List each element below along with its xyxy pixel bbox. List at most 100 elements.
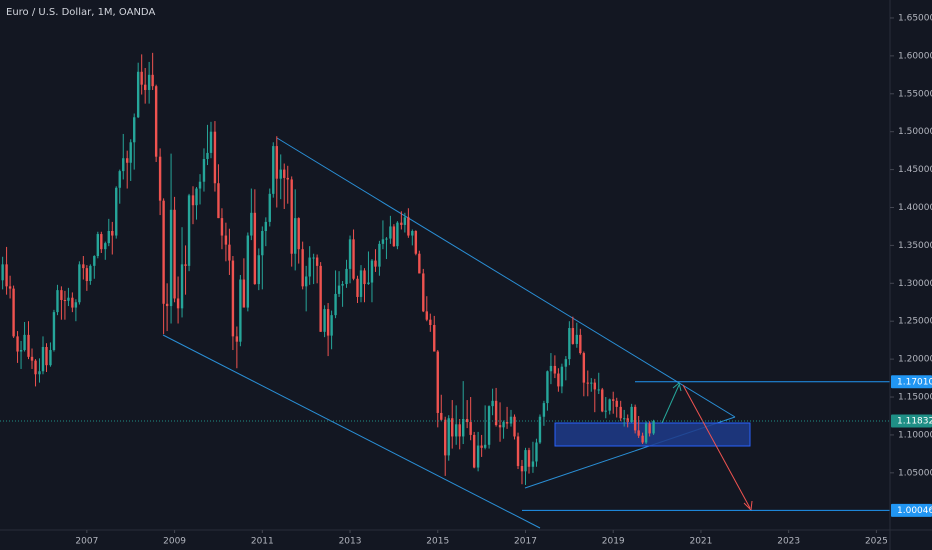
price-label-box xyxy=(891,414,932,428)
y-tick-label: 1.15000 xyxy=(898,393,932,403)
candle-body xyxy=(520,466,524,472)
candle-body xyxy=(476,445,480,468)
candle-body xyxy=(487,406,491,445)
candle-body xyxy=(308,257,311,277)
candle-body xyxy=(122,158,125,172)
candle-body xyxy=(458,424,461,437)
y-tick-label: 1.10000 xyxy=(898,430,932,440)
candle-body xyxy=(111,230,114,236)
candle-body xyxy=(23,334,26,351)
candle-body xyxy=(326,309,330,336)
candle-body xyxy=(560,366,564,387)
candle-body xyxy=(626,418,629,423)
candle-body xyxy=(198,181,202,189)
candle-body xyxy=(176,298,180,309)
price-label-box xyxy=(891,503,932,517)
y-tick-label: 1.30000 xyxy=(898,279,932,289)
candle-body xyxy=(162,200,165,304)
candle-body xyxy=(195,188,198,206)
candle-body xyxy=(557,373,560,387)
candle-body xyxy=(571,328,575,344)
candle-body xyxy=(612,399,615,401)
candle-body xyxy=(16,336,19,352)
candle-body xyxy=(378,243,381,267)
x-tick-label: 2009 xyxy=(163,537,186,547)
x-tick-label: 2017 xyxy=(514,537,537,547)
candle-body xyxy=(330,315,333,336)
candle-body xyxy=(165,303,169,307)
candle-body xyxy=(60,290,63,300)
candle-body xyxy=(337,285,341,294)
candle-body xyxy=(275,146,278,179)
candle-body xyxy=(644,423,648,443)
candle-body xyxy=(396,222,399,247)
candle-body xyxy=(367,282,370,285)
y-tick-label: 1.25000 xyxy=(898,317,932,327)
y-tick-label: 1.20000 xyxy=(898,355,932,365)
candle-body xyxy=(235,336,239,342)
candle-body xyxy=(356,278,359,297)
candle-body xyxy=(49,350,52,366)
candle-body xyxy=(231,260,235,337)
candle-body xyxy=(652,421,655,434)
candle-body xyxy=(641,435,644,443)
candle-body xyxy=(63,299,67,301)
candle-body xyxy=(224,235,228,245)
candle-body xyxy=(352,239,355,279)
candle-body xyxy=(74,302,78,308)
candle-body xyxy=(385,238,388,240)
candle-body xyxy=(465,419,469,423)
candle-body xyxy=(56,290,59,313)
price-label: 1.11832 xyxy=(891,414,932,428)
x-tick-label: 2011 xyxy=(251,537,274,547)
candle-body xyxy=(381,239,385,244)
candle-body xyxy=(290,179,293,254)
candle-body xyxy=(151,74,154,87)
candle-body xyxy=(93,256,96,266)
y-tick-label: 1.65000 xyxy=(898,13,932,23)
candle-body xyxy=(418,253,421,274)
candle-body xyxy=(374,260,377,267)
y-tick-label: 1.60000 xyxy=(898,51,932,61)
axes: 1.05000 1.10000 1.15000 1.20000 1.25000 1.300… xyxy=(75,13,932,546)
candle-body xyxy=(531,461,535,467)
candle-body xyxy=(400,222,403,225)
candle-body xyxy=(294,218,297,254)
candle-body xyxy=(462,419,465,437)
candle-body xyxy=(494,400,498,426)
y-tick-label: 1.40000 xyxy=(898,203,932,213)
candle-body xyxy=(579,334,582,354)
candle-body xyxy=(403,217,407,225)
candle-body xyxy=(239,279,242,342)
candle-body xyxy=(253,212,257,285)
candle-body xyxy=(359,270,363,297)
y-tick-label: 1.45000 xyxy=(898,165,932,175)
candle-body xyxy=(370,260,374,283)
candle-body xyxy=(12,288,15,337)
candle-body xyxy=(264,221,268,231)
candle-body xyxy=(422,273,425,312)
candle-body xyxy=(433,325,436,352)
candle-body xyxy=(630,406,633,423)
candle-body xyxy=(454,424,458,437)
arrow-up xyxy=(661,384,680,424)
x-tick-label: 2013 xyxy=(339,537,362,547)
candle-body xyxy=(604,410,607,412)
x-tick-label: 2007 xyxy=(75,537,98,547)
trend-line xyxy=(162,334,541,529)
candle-body xyxy=(633,406,637,431)
candle-body xyxy=(286,177,289,180)
candle-body xyxy=(129,142,132,163)
price-label: 1.00046 xyxy=(891,503,932,517)
candle-body xyxy=(608,399,611,411)
candle-body xyxy=(5,264,8,287)
candle-body xyxy=(597,389,600,391)
candle-body xyxy=(648,423,651,434)
chart-title: Euro / U.S. Dollar, 1M, OANDA xyxy=(6,7,155,18)
candle-body xyxy=(582,353,586,383)
candle-body xyxy=(118,171,121,188)
candle-body xyxy=(524,450,527,472)
candle-body xyxy=(546,371,549,404)
candle-body xyxy=(575,334,579,344)
